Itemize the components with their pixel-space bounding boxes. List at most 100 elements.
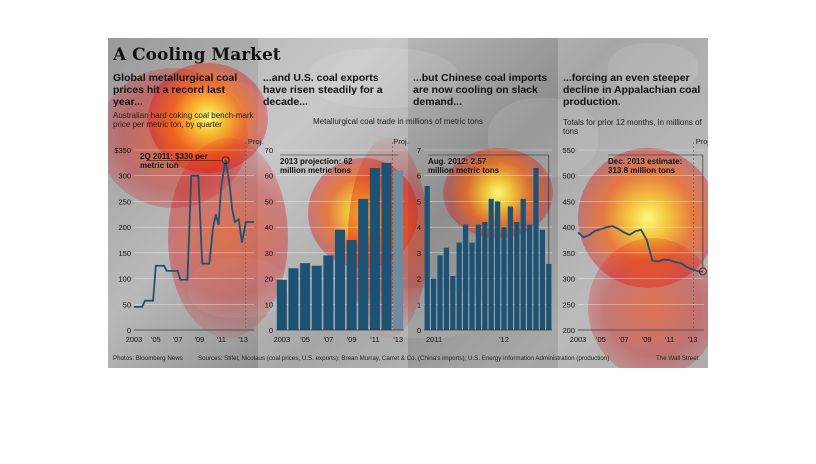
import-bar [533,168,539,330]
y-tick-label: $350 [114,146,131,155]
x-tick-label: '09 [347,335,357,344]
export-bar [311,265,322,330]
y-tick-label: 500 [562,172,575,181]
y-tick-label: 0 [127,326,131,335]
y-tick-label: 350 [562,249,575,258]
x-tick-label: '13 [238,335,248,344]
proj-label: Proj. [696,137,708,146]
y-tick-label: 6 [417,172,421,181]
y-tick-label: 4 [417,223,421,232]
x-tick-label: '05 [596,335,606,344]
import-bar [450,276,456,330]
footer-photo: Photos: Bloomberg News [113,355,183,362]
import-bar [501,227,507,330]
headline-imports: ...but Chinese coal imports are now cool… [413,72,548,108]
x-tick-label: '09 [195,335,205,344]
x-tick-label: '07 [323,335,333,344]
y-tick-label: 450 [562,197,575,206]
export-bar [276,279,287,330]
headline-exports: ...and U.S. coal exports have risen stea… [263,72,383,108]
annotation-marker [698,267,707,276]
x-tick-label: '13 [688,335,698,344]
import-bar [463,224,469,330]
price-line [134,160,254,308]
export-bar [288,268,299,330]
annotation-text: 2Q 2011: $330 per metric ton [140,152,208,170]
headline-production: ...forcing an even steeper decline in Ap… [563,72,701,108]
y-tick-label: 30 [265,249,273,258]
x-tick-label: 2003 [273,335,290,344]
annotation-text: 2013 projection: 62 million metric tons [280,157,353,175]
subtitle-production: Totals for prior 12 months, in millions … [563,118,702,136]
y-tick-label: 10 [265,300,273,309]
import-bar [539,229,545,330]
y-tick-label: 300 [562,275,575,284]
import-bar [475,224,481,330]
headline-prices: Global metallurgical coal prices hit a r… [113,72,238,108]
footer-credit: The Wall Street [656,355,699,362]
export-bar [369,168,380,330]
y-tick-label: 150 [118,249,131,258]
x-tick-label: '11 [370,335,379,344]
x-tick-label: 2011 [426,335,442,344]
import-bar [431,278,437,330]
y-tick-label: 20 [265,275,273,284]
annotation-marker [221,156,230,165]
import-bar [437,255,443,330]
subtitle-prices: Australian hard coking coal bench-mark p… [113,111,254,129]
y-tick-label: 50 [265,197,273,206]
import-bar [488,198,494,330]
import-bar [527,224,533,330]
x-tick-label: 2003 [570,335,587,344]
production-line [577,225,703,273]
export-bar [323,255,334,330]
x-tick-label: '13 [393,335,403,344]
import-bar [546,263,552,330]
import-bar [495,201,501,330]
y-tick-label: 5 [417,197,421,206]
y-tick-label: 60 [265,172,273,181]
charts-canvas: 050100150200250300$3502003'05'07'09'11'1… [114,137,708,344]
x-tick-label: '07 [173,335,183,344]
y-tick-label: 1 [417,300,421,309]
infographic: A Cooling Market Global metallurgical co… [108,38,708,368]
y-tick-label: 300 [118,172,131,181]
y-tick-label: 50 [123,300,131,309]
y-tick-label: 2 [417,275,421,284]
shared-subtitle: Metallurgical coal trade in millions of … [313,117,483,126]
footer-sources: Sources: Stifel, Nicolaus (coal prices, … [198,355,610,362]
page-title: A Cooling Market [113,45,281,65]
x-tick-label: '12 [499,335,509,344]
export-bar [381,162,392,330]
x-tick-label: '05 [300,335,310,344]
y-tick-label: 400 [562,223,575,232]
y-tick-label: 0 [269,326,273,335]
annotation-text: Dec. 2013 estimate: 313.8 million tons [608,157,682,175]
import-bar [507,206,513,330]
y-tick-label: 70 [265,146,273,155]
import-bar [469,242,475,330]
y-tick-label: 550 [562,146,575,155]
y-tick-label: 250 [118,197,131,206]
y-tick-label: 250 [562,300,575,309]
y-tick-label: 100 [118,275,131,284]
annotation-text: Aug. 2012: 2.57 million metric tons [428,157,500,175]
export-bar [300,263,311,330]
export-bar [358,198,369,330]
import-bar [456,242,462,330]
x-tick-label: '09 [642,335,652,344]
import-bar [443,247,449,330]
y-tick-label: 0 [417,326,421,335]
x-tick-label: '11 [217,335,226,344]
y-tick-label: 200 [118,223,131,232]
import-bar [482,222,488,330]
x-tick-label: '05 [151,335,161,344]
export-bar [334,229,346,330]
x-tick-label: '07 [619,335,629,344]
x-tick-label: 2003 [126,335,143,344]
x-tick-label: '11 [665,335,674,344]
proj-label: Proj. [248,137,263,146]
y-tick-label: 40 [265,223,273,232]
proj-label: Proj. [393,137,408,146]
import-bar [514,222,520,330]
